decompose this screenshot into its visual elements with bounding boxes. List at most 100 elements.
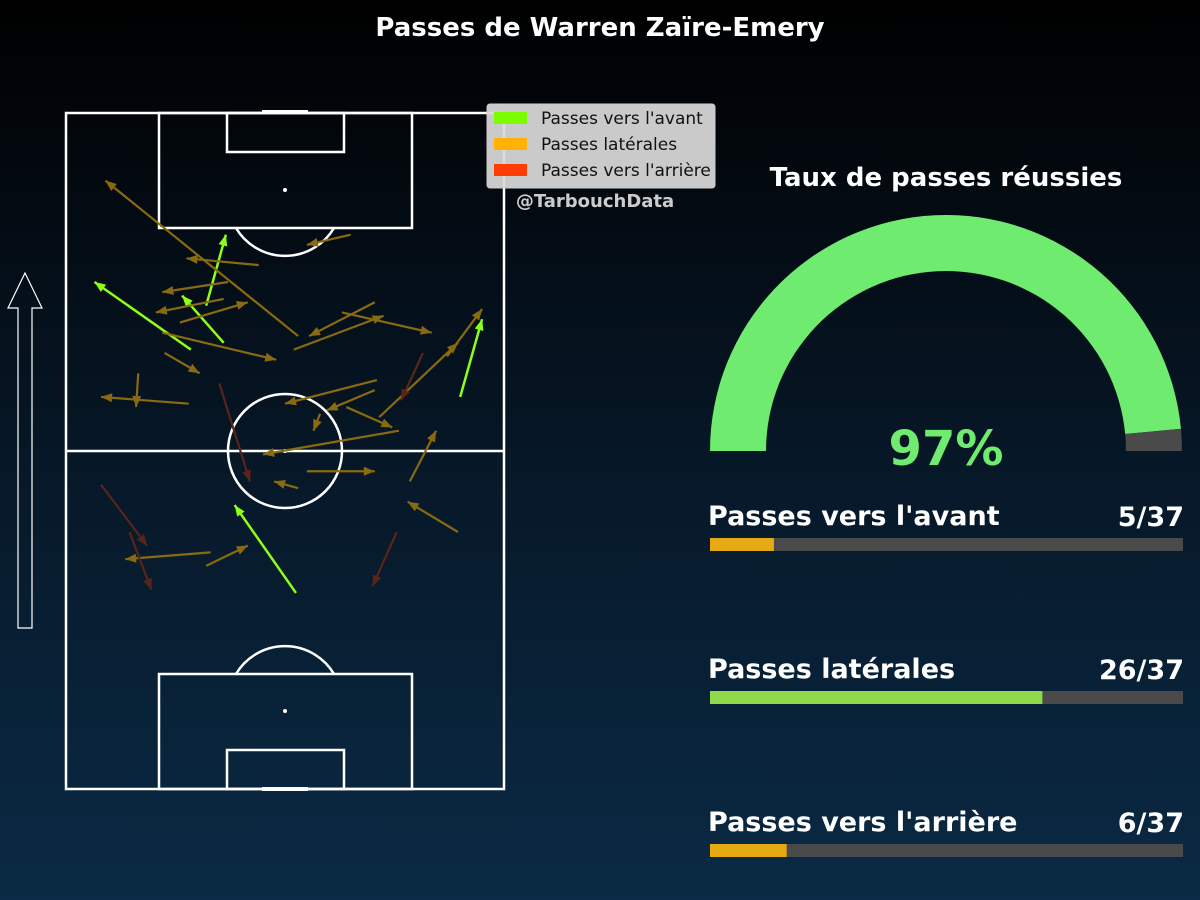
pass-shaft	[218, 383, 252, 482]
pass-arrow-backward	[128, 531, 153, 590]
pass-arrowhead	[94, 282, 107, 293]
top-goal-area	[225, 111, 346, 154]
pass-arrow-lateral	[284, 378, 378, 406]
pass-arrowhead	[420, 325, 432, 335]
pass-arrow-lateral	[163, 352, 201, 375]
pass-arrow-lateral	[308, 301, 376, 338]
pass-arrowhead	[187, 363, 200, 374]
pass-shaft	[341, 311, 432, 334]
pass-arrow-lateral	[345, 406, 393, 429]
pass-shaft	[308, 301, 376, 338]
pass-arrowhead	[263, 448, 275, 457]
pass-arrowhead	[313, 418, 322, 431]
pass-arrowhead	[136, 534, 148, 546]
pass-arrow-lateral	[378, 342, 459, 419]
pass-arrow-lateral	[326, 389, 376, 412]
pass-arrow-lateral	[407, 500, 459, 534]
legend-label: Passes latérales	[541, 135, 677, 155]
pass-arrow-forward	[93, 280, 192, 351]
pass-shaft	[155, 297, 224, 314]
pass-shaft	[293, 314, 384, 351]
pass-arrowhead	[371, 315, 384, 324]
pass-arrow-lateral	[293, 314, 384, 351]
pass-arrow-lateral	[179, 301, 249, 324]
pass-shaft	[100, 484, 148, 547]
pass-arrowhead	[218, 234, 228, 247]
top-penalty-spot	[283, 188, 287, 192]
bottom-penalty-arc	[234, 644, 336, 675]
bar-label: Passes latérales	[708, 654, 955, 685]
pass-arrowhead	[182, 295, 193, 307]
pass-shaft	[93, 280, 192, 351]
pass-arrow-forward	[458, 318, 484, 398]
pass-shaft	[162, 331, 277, 361]
pass-arrowhead	[186, 254, 198, 264]
pass-type-bar: Passes latérales 26/37	[708, 654, 1184, 704]
pass-arrowhead	[101, 393, 113, 403]
pass-arrowhead	[143, 577, 152, 590]
pass-shaft	[186, 257, 259, 267]
pass-arrow-forward	[233, 504, 297, 594]
pass-arrow-lateral	[132, 373, 142, 408]
pass-arrow-backward	[400, 352, 424, 401]
pass-arrowhead	[309, 327, 321, 337]
bar-label: Passes vers l'arrière	[708, 807, 1017, 838]
pass-arrow-backward	[218, 383, 252, 482]
pass-arrowhead	[162, 286, 174, 295]
legend-box	[486, 103, 716, 189]
pass-arrowhead	[363, 466, 375, 476]
bottom-goal-area	[225, 748, 346, 791]
pass-arrowhead	[285, 396, 297, 406]
pass-arrowhead	[132, 395, 142, 408]
pass-arrowhead	[235, 301, 248, 310]
pass-arrow-lateral	[312, 413, 322, 432]
pass-arrow-forward	[181, 294, 225, 344]
pass-shaft	[458, 318, 484, 398]
pass-shaft	[262, 429, 400, 456]
pass-arrowhead	[306, 237, 319, 247]
pass-shaft	[162, 280, 229, 294]
pass-arrowhead	[401, 388, 410, 401]
legend: Passes vers l'avant Passes latérales Passe…	[486, 103, 716, 189]
bottom-penalty-area	[157, 672, 414, 791]
pass-arrowhead	[407, 501, 420, 512]
pass-arrowhead	[234, 505, 245, 517]
pass-arrow-lateral	[408, 430, 438, 482]
centre-circle	[226, 392, 344, 510]
pass-arrowhead	[446, 342, 459, 354]
pass-arrow-lateral	[104, 179, 299, 337]
legend-swatch	[494, 138, 527, 150]
pass-arrow-lateral	[155, 297, 224, 315]
legend-swatch	[494, 112, 527, 124]
gauge-success-arc	[710, 215, 1181, 451]
pass-arrowhead	[474, 319, 484, 331]
pass-arrow-lateral	[186, 254, 259, 267]
pass-arrow-lateral	[205, 544, 249, 567]
legend-label: Passes vers l'avant	[541, 109, 703, 129]
gauge-percentage: 97%	[889, 421, 1004, 477]
gauge-remaining-arc	[1125, 428, 1182, 451]
pass-arrowhead	[471, 309, 483, 321]
pass-arrow-backward	[371, 531, 398, 587]
credit-text: @TarbouchData	[516, 191, 674, 212]
pass-type-bar: Passes vers l'arrière 6/37	[708, 807, 1184, 857]
pass-type-bar: Passes vers l'avant 5/37	[708, 501, 1184, 551]
pass-arrowhead	[242, 469, 251, 482]
bar-fill	[710, 538, 774, 551]
bottom-penalty-spot	[283, 709, 287, 713]
pass-shaft	[284, 378, 378, 405]
pass-arrowhead	[380, 418, 393, 428]
bar-track	[710, 538, 1183, 551]
legend-label: Passes vers l'arrière	[541, 161, 711, 181]
attack-direction-arrow-icon	[7, 271, 43, 629]
pass-arrowhead	[235, 545, 248, 555]
bar-value: 26/37	[1099, 655, 1184, 686]
pass-shaft	[378, 342, 459, 419]
pass-arrowhead	[155, 305, 168, 315]
pass-arrow-lateral	[341, 311, 432, 335]
pass-shaft	[179, 301, 249, 324]
pass-shaft	[233, 504, 297, 594]
pass-arrow-lateral	[162, 280, 229, 295]
bar-fill	[710, 844, 787, 857]
